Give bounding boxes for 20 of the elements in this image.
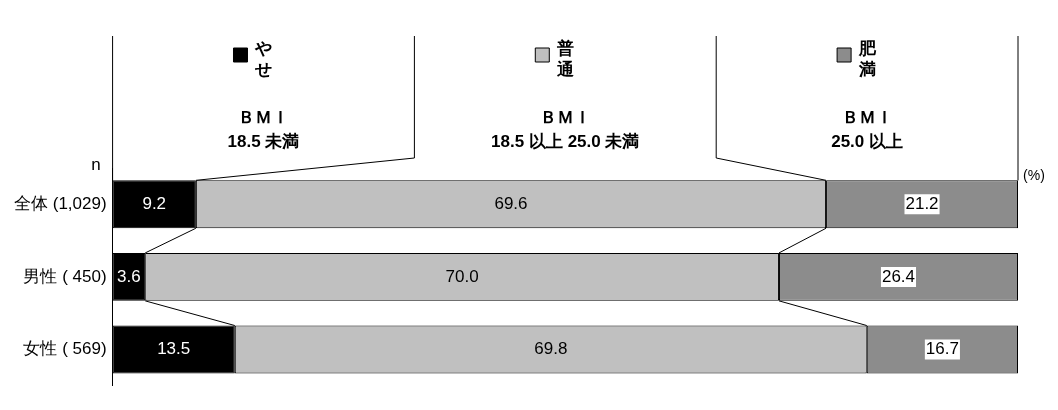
data-label: 69.8: [534, 339, 568, 359]
data-label: 3.6: [117, 266, 141, 286]
legend-label: 肥満: [857, 39, 877, 79]
data-label: 13.5: [157, 339, 191, 359]
data-label: 69.6: [494, 193, 528, 213]
legend-label: 普通: [555, 38, 574, 79]
legend-label: やせ: [253, 39, 272, 79]
text: ＢＭＩ 18.5 以上 25.0 未満: [491, 108, 640, 151]
data-label: 70.0: [445, 266, 479, 286]
text: ＢＭＩ 25.0 以上: [831, 108, 903, 151]
data-label: 9.2: [142, 193, 167, 213]
text: (%): [1023, 167, 1045, 183]
data-label: 16.7: [925, 339, 959, 359]
data-label: 26.4: [881, 266, 916, 286]
text: ＢＭＩ 18.5 未満: [227, 108, 300, 151]
text: n: [91, 155, 101, 174]
y-tick-label: 全体 (1,029): [13, 193, 107, 213]
data-label: 21.2: [905, 193, 939, 213]
y-tick-label: 男性 ( 450): [23, 266, 107, 286]
y-tick-label: 女性 ( 569): [23, 339, 107, 359]
